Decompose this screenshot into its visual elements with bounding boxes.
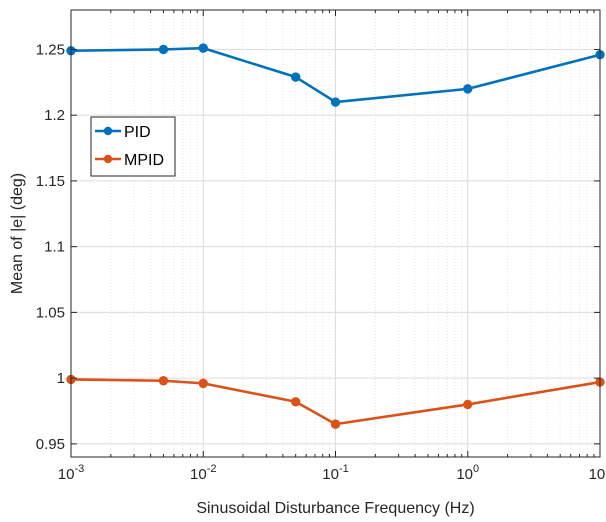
y-tick-label: 1 [57, 370, 65, 387]
legend-marker [103, 154, 113, 164]
data-point [463, 399, 473, 410]
x-tick-labels: 10-3 10-2 10-1 100 101 [58, 463, 606, 483]
data-point [330, 419, 341, 429]
data-point [463, 84, 473, 94]
legend-box [90, 116, 176, 177]
x-tick-label: 101 [589, 463, 606, 483]
series-mpid [66, 374, 605, 429]
legend-label: PID [124, 124, 151, 141]
x-tick-label: 100 [456, 463, 479, 483]
y-tick-label: 1.2 [44, 107, 65, 124]
y-tick-label: 0.95 [36, 436, 65, 453]
legend-marker [103, 126, 113, 136]
data-point [158, 44, 169, 55]
legend-item: MPID [95, 152, 164, 169]
data-point [330, 97, 341, 107]
y-tick-label: 1.1 [44, 239, 65, 256]
y-tick-label: 1.15 [36, 173, 65, 190]
y-axis-title: Mean of |e| (deg) [9, 173, 26, 294]
x-tick-label: 10-3 [58, 463, 84, 483]
y-tick-label: 1.05 [36, 304, 65, 321]
legend-item: PID [95, 124, 151, 141]
data-point [158, 376, 169, 386]
x-axis-title: Sinusoidal Disturbance Frequency (Hz) [196, 500, 474, 517]
legend: PID MPID [90, 116, 176, 177]
data-point [198, 378, 208, 389]
legend-label: MPID [124, 152, 164, 169]
x-tick-label: 10-2 [190, 463, 216, 483]
data-point [290, 72, 301, 82]
y-tick-label: 1.25 [36, 41, 65, 58]
x-tick-label: 10-1 [322, 463, 348, 483]
y-tick-labels: 0.95 1 1.05 1.1 1.15 1.2 1.25 [36, 41, 65, 452]
axis-ticks [70, 10, 601, 457]
data-point [198, 43, 208, 53]
data-point [290, 397, 301, 407]
